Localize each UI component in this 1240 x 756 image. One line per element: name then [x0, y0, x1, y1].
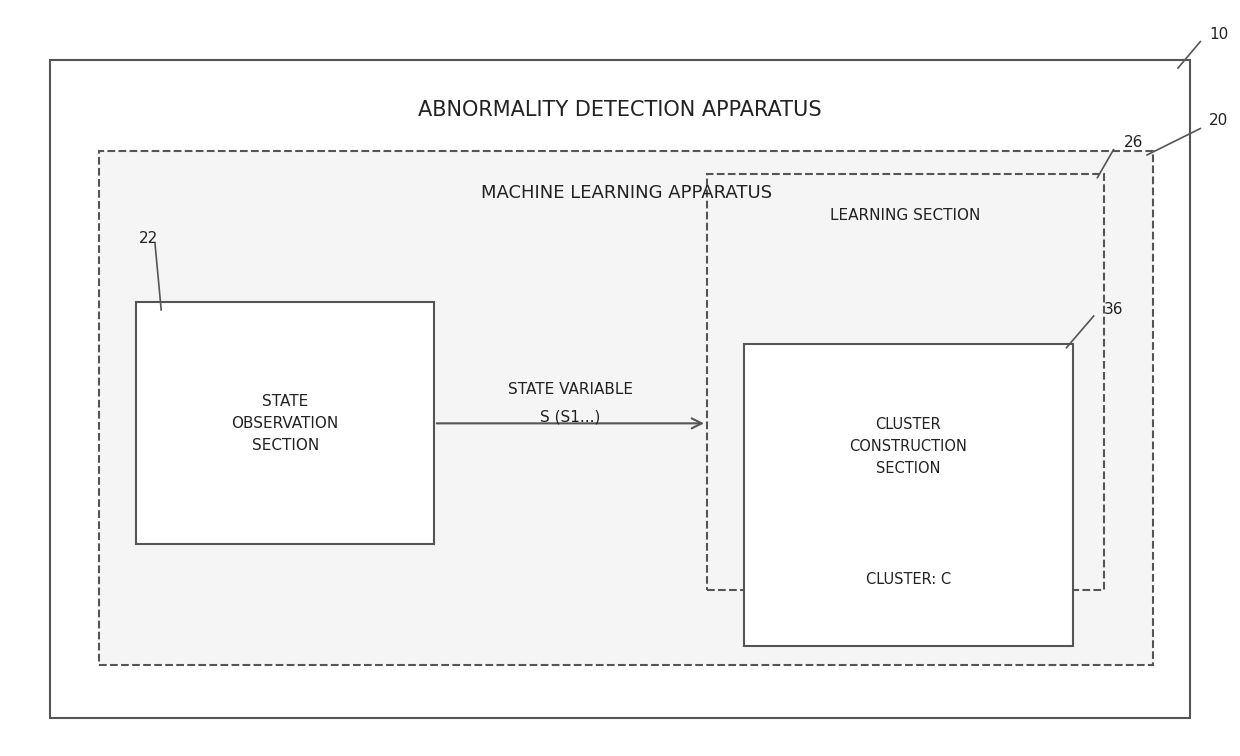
Text: STATE VARIABLE: STATE VARIABLE	[508, 382, 632, 397]
Text: ABNORMALITY DETECTION APPARATUS: ABNORMALITY DETECTION APPARATUS	[418, 100, 822, 119]
Text: LEARNING SECTION: LEARNING SECTION	[830, 208, 981, 223]
Text: 26: 26	[1123, 135, 1143, 150]
Text: CLUSTER: C: CLUSTER: C	[866, 572, 951, 587]
Text: MACHINE LEARNING APPARATUS: MACHINE LEARNING APPARATUS	[481, 184, 771, 202]
Text: 10: 10	[1209, 26, 1229, 42]
Bar	[744, 344, 1073, 646]
Text: 22: 22	[139, 231, 159, 246]
Bar	[707, 174, 1104, 590]
Text: 20: 20	[1209, 113, 1229, 129]
Text: CLUSTER
CONSTRUCTION
SECTION: CLUSTER CONSTRUCTION SECTION	[849, 417, 967, 476]
Bar	[99, 151, 1153, 665]
Text: STATE
OBSERVATION
SECTION: STATE OBSERVATION SECTION	[232, 394, 339, 453]
Bar	[136, 302, 434, 544]
Bar	[50, 60, 1190, 718]
Text: 36: 36	[1104, 302, 1123, 318]
Text: S (S1...): S (S1...)	[541, 410, 600, 425]
